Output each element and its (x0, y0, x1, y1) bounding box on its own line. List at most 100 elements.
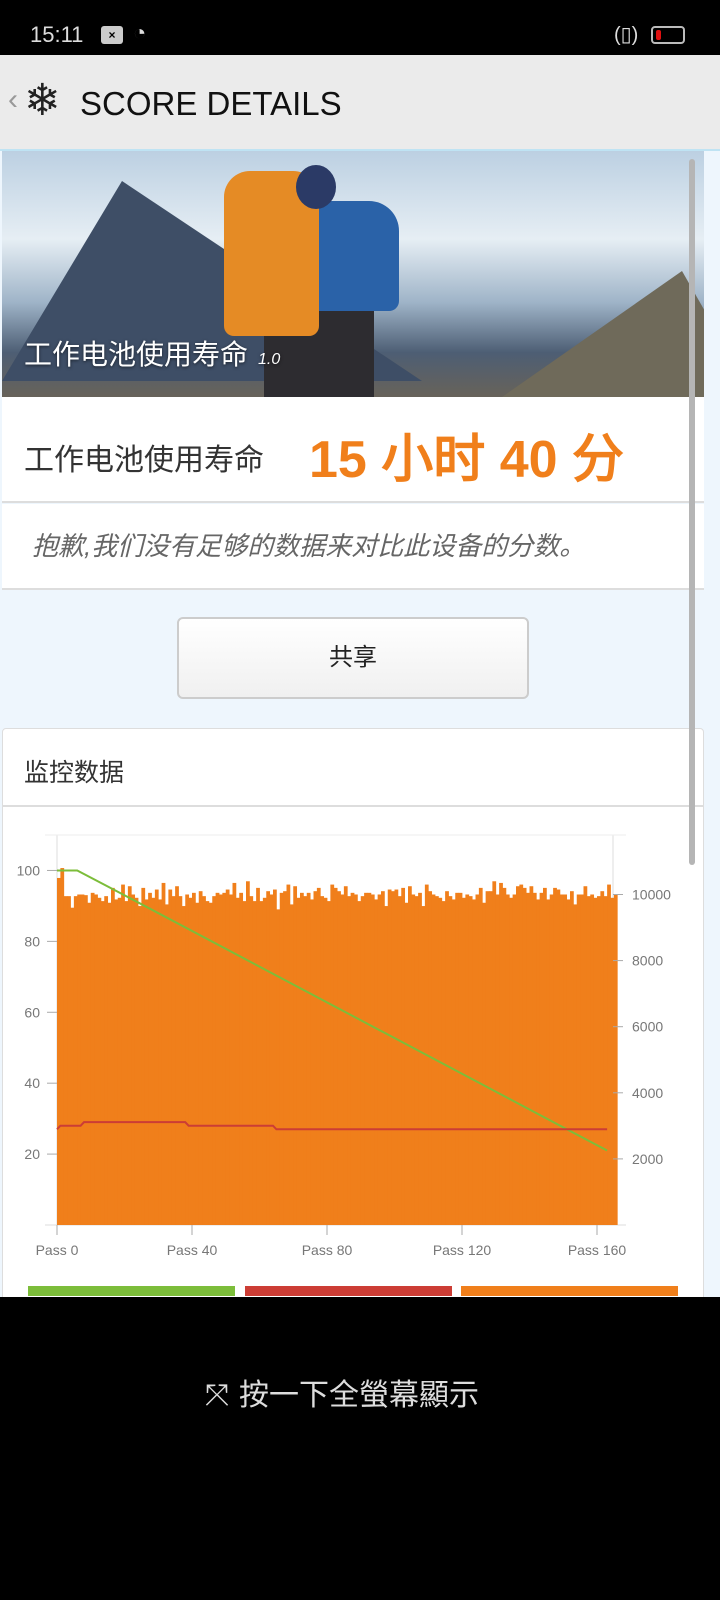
score-bar (505, 894, 510, 1225)
score-bar (330, 884, 335, 1225)
share-button[interactable]: 共享 (177, 617, 529, 699)
right-tick-label: 2000 (632, 1151, 663, 1167)
score-bar (512, 894, 517, 1225)
score-bar (414, 896, 419, 1225)
score-bar (333, 887, 338, 1225)
score-bar (451, 899, 456, 1225)
hiker-image (224, 165, 404, 403)
score-bar (516, 886, 520, 1225)
score-bar (107, 902, 112, 1225)
fullscreen-label: 按一下全螢幕顯示 (239, 1379, 479, 1412)
score-bar (370, 894, 375, 1225)
score-bar (269, 894, 274, 1225)
score-bar (478, 887, 483, 1225)
x-tick-label: Pass 40 (167, 1242, 218, 1258)
right-tick-label: 6000 (632, 1019, 663, 1035)
score-bar (583, 886, 588, 1225)
score-bar (57, 877, 61, 1225)
score-bar (502, 887, 507, 1225)
score-bar (313, 891, 318, 1225)
score-bar (445, 891, 449, 1225)
score-bar (411, 894, 416, 1225)
score-bar (80, 894, 85, 1225)
score-bar (77, 894, 82, 1225)
score-bar (327, 901, 331, 1225)
score-bar (364, 892, 368, 1225)
score-bar (158, 899, 163, 1225)
score-bar (597, 896, 601, 1225)
monitoring-chart: 20 40 60 80 100 2000 4000 6000 8000 10000 Pass 0 Pa… (17, 834, 671, 1258)
score-bar (283, 891, 287, 1225)
score-bar (70, 907, 75, 1225)
snowflake-icon: ❄ (24, 76, 61, 125)
score-bar (276, 909, 281, 1225)
score-bar (377, 894, 382, 1225)
score-bar (397, 896, 402, 1225)
score-bar (181, 906, 186, 1225)
score-bar (134, 897, 139, 1225)
score-bar (148, 892, 152, 1225)
fullscreen-hint[interactable]: ⤧ 按一下全螢幕顯示 (205, 1370, 479, 1414)
wifi-icon: ◔ (133, 20, 147, 45)
score-bar (607, 884, 611, 1225)
score-bar (559, 894, 564, 1225)
score-bar (252, 901, 257, 1225)
score-bar (185, 894, 190, 1225)
score-bar (593, 897, 598, 1225)
score-bar (394, 889, 399, 1225)
left-tick-label: 40 (24, 1075, 40, 1091)
score-bar (360, 896, 365, 1225)
score-bar (114, 899, 119, 1225)
status-time: 15:11 (30, 22, 84, 47)
score-bar (104, 896, 109, 1225)
sim-no-service-icon: × (101, 26, 123, 44)
expand-icon: ⤧ (205, 1379, 229, 1412)
score-bar (492, 881, 497, 1225)
score-bar (144, 899, 149, 1225)
score-bar (323, 897, 328, 1225)
score-bar (448, 896, 453, 1225)
score-bar (421, 906, 426, 1225)
score-bar (60, 868, 65, 1225)
fullscreen-overlay[interactable]: ⤧ 按一下全螢幕顯示 (0, 1297, 720, 1600)
battery-line (57, 869, 608, 1152)
score-bar (586, 896, 591, 1225)
score-bar (259, 901, 264, 1225)
score-bar (347, 896, 352, 1225)
chevron-left-icon[interactable]: ‹ (8, 83, 18, 116)
score-bar (566, 899, 571, 1225)
score-bar (536, 899, 541, 1225)
score-bar (384, 906, 389, 1225)
score-bar (455, 892, 460, 1225)
legend-battery (28, 1286, 235, 1296)
score-bar (205, 901, 210, 1225)
hero-title-text: 工作电池使用寿命 (24, 339, 249, 370)
score-bar (553, 887, 557, 1225)
scrollbar[interactable] (689, 159, 695, 865)
score-bar (573, 904, 578, 1225)
score-bar (171, 896, 176, 1225)
score-bar (522, 887, 527, 1225)
score-bar (178, 896, 183, 1225)
comparison-message-card: 抱歉,我们没有足够的数据来对比此设备的分数。 (2, 504, 704, 590)
score-bar (67, 896, 71, 1225)
score-bar (273, 889, 277, 1225)
score-bar (208, 902, 213, 1225)
score-bar (266, 891, 271, 1225)
score-bar (381, 891, 385, 1225)
battery-icon (651, 26, 685, 44)
score-bar (495, 894, 500, 1225)
score-bar (350, 892, 355, 1225)
score-bar (222, 892, 227, 1225)
score-bar (458, 892, 463, 1225)
version-label: 1.0 (258, 351, 281, 368)
comparison-message: 抱歉,我们没有足够的数据来对比此设备的分数。 (32, 531, 586, 561)
score-bar (468, 896, 473, 1225)
score-bar (90, 892, 95, 1225)
score-bar (570, 891, 574, 1225)
score-bar (563, 894, 568, 1225)
x-tick-label: Pass 160 (568, 1242, 627, 1258)
score-bar (235, 897, 240, 1225)
score-bar (127, 886, 132, 1225)
score-bar (428, 891, 433, 1225)
